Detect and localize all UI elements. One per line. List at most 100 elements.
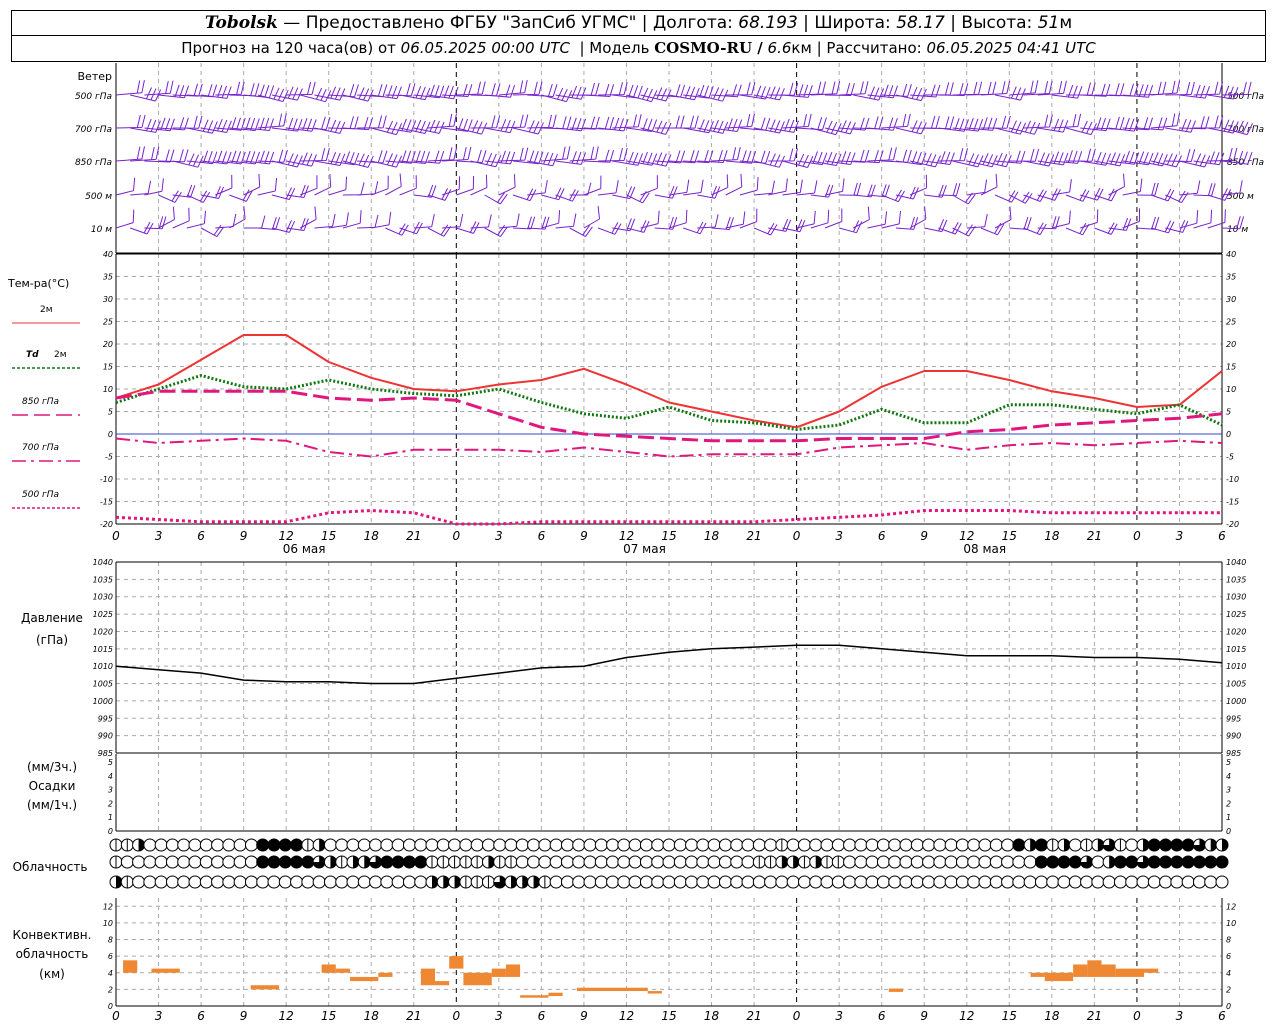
wind-barb xyxy=(385,173,402,196)
wind-barb xyxy=(895,151,927,166)
cloud-fill xyxy=(1035,856,1048,868)
wind-barb xyxy=(286,81,316,96)
conv-tick-label: 2 xyxy=(108,985,113,994)
lon-value: 68.193 xyxy=(738,13,798,33)
cloud-symbol xyxy=(696,838,710,852)
cloud-symbol xyxy=(685,875,699,889)
cloud-fill xyxy=(256,856,269,868)
time-tick-label: 9 xyxy=(580,529,588,543)
cloud-fill xyxy=(1193,856,1206,868)
time-tick-label: 18 xyxy=(704,529,720,543)
wind-barb xyxy=(314,119,346,134)
cloud-symbol xyxy=(910,855,924,869)
wind-barb xyxy=(1108,151,1140,165)
wind-barb xyxy=(1179,180,1201,196)
wind-barb xyxy=(739,85,771,100)
wind-barb xyxy=(966,117,998,131)
cloud-symbol xyxy=(775,875,789,889)
wind-barb xyxy=(371,85,402,100)
wind-barb xyxy=(442,146,472,162)
cloud-symbol xyxy=(673,855,687,869)
temp-tick-label-right: 5 xyxy=(1226,408,1231,417)
wind-barb xyxy=(853,184,876,198)
conv-cloud-bar xyxy=(151,968,180,973)
wind-barb xyxy=(754,180,775,196)
cloud-fill xyxy=(279,856,292,868)
wind-barb xyxy=(442,213,464,229)
forecast-prefix: Прогноз на 120 часа(ов) от xyxy=(181,39,396,57)
wind-barb xyxy=(541,187,565,201)
wind-barb xyxy=(824,120,856,135)
wind-barb xyxy=(810,152,842,166)
conv-cloud-bar xyxy=(1087,960,1102,977)
precip-tick-label: 1 xyxy=(108,813,113,822)
cloud-fill xyxy=(1182,856,1195,868)
day-label: 06 мая xyxy=(283,542,326,556)
temp-tick-label: 0 xyxy=(108,430,113,439)
wind-barb xyxy=(271,187,296,200)
wind-barb xyxy=(994,120,1027,135)
wind-barb xyxy=(1051,150,1083,164)
conv-cloud-bar xyxy=(1101,964,1116,977)
cloud-symbol xyxy=(1080,875,1094,889)
wind-barb xyxy=(994,190,1019,203)
wind-barb xyxy=(115,146,145,162)
cloud-symbol xyxy=(978,875,992,889)
wind-barb xyxy=(1207,85,1239,100)
cloud-symbol xyxy=(1113,875,1127,889)
cloud-symbol xyxy=(312,875,326,889)
wind-barb xyxy=(824,82,855,96)
wind-barb xyxy=(810,209,830,229)
wind-barb xyxy=(201,85,232,99)
lon-label: Долгота: xyxy=(652,13,733,33)
wind-barb xyxy=(1165,148,1196,162)
wind-barb xyxy=(1221,150,1253,165)
conv-tick-label: 6 xyxy=(108,952,113,961)
cloud-symbol xyxy=(752,875,766,889)
legend-label: 500 гПа xyxy=(22,490,59,500)
time-tick-label-bottom: 15 xyxy=(661,1009,676,1023)
conv-cloud-bar xyxy=(1044,972,1074,982)
cloud-symbol xyxy=(730,855,744,869)
legend-td-symbol: Td xyxy=(26,350,39,360)
wind-barb xyxy=(867,84,898,99)
wind-barb xyxy=(754,119,785,134)
cloud-symbol xyxy=(233,838,247,852)
temp-tick-label-right: 35 xyxy=(1226,273,1236,282)
pressure-tick-label: 985 xyxy=(98,749,113,758)
wind-barb xyxy=(938,118,969,132)
time-tick-label-bottom: 3 xyxy=(495,1009,503,1023)
temp-tick-label: -20 xyxy=(100,520,113,529)
wind-barb xyxy=(1221,216,1245,230)
cloud-fill xyxy=(1216,856,1228,868)
wind-barb xyxy=(470,115,501,129)
cloud-symbol xyxy=(899,838,913,852)
wind-barb xyxy=(470,152,502,168)
cloud-symbol xyxy=(888,838,902,852)
time-tick-label-bottom: 9 xyxy=(240,1009,248,1023)
wind-barb xyxy=(711,174,729,196)
cloud-fill xyxy=(781,856,788,868)
wind-level-label: 500 гПа xyxy=(75,92,112,102)
wind-barb xyxy=(824,178,845,196)
wind-barb xyxy=(668,209,688,229)
wind-barb xyxy=(456,175,475,196)
wind-barb xyxy=(257,216,281,230)
cloud-symbol xyxy=(256,875,270,889)
cloud-symbol xyxy=(1012,875,1026,889)
cloud-symbol xyxy=(346,838,360,852)
legend-label: 850 гПа xyxy=(22,397,59,407)
cloud-symbol xyxy=(843,855,857,869)
wind-barb xyxy=(115,80,145,96)
wind-level-label-right: 700 гПа xyxy=(1227,125,1264,135)
time-tick-label: 3 xyxy=(835,529,843,543)
cloud-symbol xyxy=(955,855,969,869)
cloud-symbol xyxy=(470,838,484,852)
provider-text: — Предоставлено ФГБУ "ЗапСиб УГМС" xyxy=(283,13,637,33)
temp-series-line xyxy=(115,334,1223,429)
pressure-tick-label-right: 1040 xyxy=(1226,558,1246,567)
cloud-symbol xyxy=(177,875,191,889)
wind-barb xyxy=(257,113,287,129)
precip-tick-label: 2 xyxy=(108,799,113,808)
wind-barb xyxy=(1023,152,1055,167)
